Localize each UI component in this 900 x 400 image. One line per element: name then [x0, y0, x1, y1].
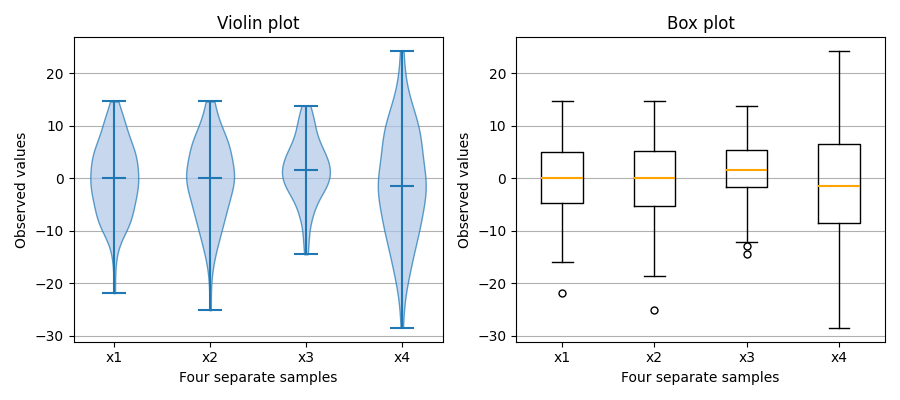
X-axis label: Four separate samples: Four separate samples [179, 371, 338, 385]
Y-axis label: Observed values: Observed values [15, 132, 29, 248]
Title: Violin plot: Violin plot [217, 15, 300, 33]
X-axis label: Four separate samples: Four separate samples [621, 371, 779, 385]
Title: Box plot: Box plot [667, 15, 734, 33]
Y-axis label: Observed values: Observed values [457, 132, 472, 248]
